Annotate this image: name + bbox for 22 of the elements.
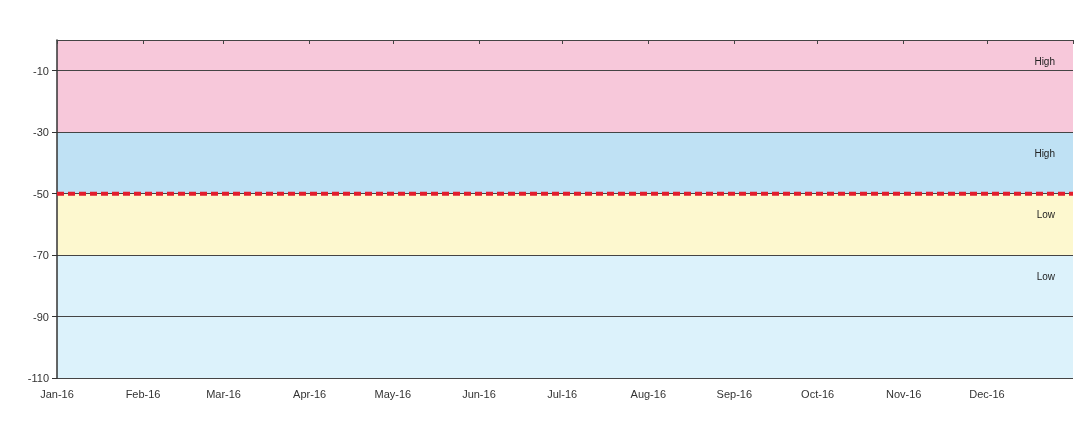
x-tick-label: Sep-16 [716, 387, 753, 400]
x-tick-label: Jun-16 [462, 387, 496, 400]
y-tick-label: -50 [33, 187, 49, 200]
x-tick-label: Oct-16 [801, 387, 835, 400]
x-tick-label: Apr-16 [293, 387, 327, 400]
x-tick-label: May-16 [374, 387, 412, 400]
band-label: Low [1036, 270, 1056, 282]
x-tick-label: Dec-16 [969, 387, 1005, 400]
y-tick-label: -90 [33, 310, 49, 323]
y-tick-label: -30 [33, 126, 49, 139]
y-tick-label: -110 [27, 372, 49, 384]
x-tick-label: Feb-16 [125, 387, 161, 400]
x-tick-label: Jul-16 [547, 387, 578, 400]
band-label: High [1034, 55, 1055, 67]
x-tick-label: Aug-16 [630, 387, 667, 400]
x-tick-label: Mar-16 [206, 387, 241, 400]
y-tick-label: -10 [33, 64, 49, 77]
y-tick-label: -70 [33, 249, 49, 262]
band-label: High [1034, 147, 1055, 159]
x-tick-label: Jan-16 [40, 387, 74, 400]
x-tick-label: Nov-16 [885, 387, 922, 400]
band-label: Low [1036, 209, 1056, 221]
